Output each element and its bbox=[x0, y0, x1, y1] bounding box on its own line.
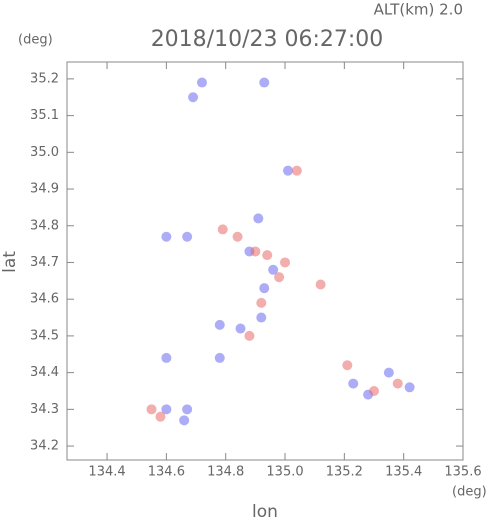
y-unit: (deg) bbox=[18, 33, 53, 48]
y-tick-label: 35.1 bbox=[30, 108, 59, 123]
echo-point bbox=[253, 213, 264, 224]
chart-subtitle: ALT(km) 2.0 bbox=[374, 1, 463, 19]
echo-point bbox=[232, 231, 243, 242]
y-axis-label: lat bbox=[0, 251, 20, 273]
echo-point bbox=[404, 382, 415, 393]
echo-point bbox=[182, 231, 193, 242]
x-tick-label: 135.0 bbox=[266, 465, 303, 480]
echo-point bbox=[392, 378, 403, 389]
y-tick-label: 34.4 bbox=[30, 365, 59, 380]
echo-point bbox=[161, 231, 172, 242]
echo-point bbox=[259, 283, 270, 294]
echo-point bbox=[342, 360, 353, 371]
y-tick-label: 34.9 bbox=[30, 182, 59, 197]
echo-point bbox=[291, 165, 302, 176]
echo-point bbox=[244, 330, 255, 341]
x-unit: (deg) bbox=[452, 485, 487, 500]
echo-point bbox=[280, 257, 291, 268]
echo-point bbox=[262, 250, 273, 261]
echo-point bbox=[161, 404, 172, 415]
echo-point bbox=[250, 246, 261, 257]
echo-point bbox=[369, 385, 380, 396]
echo-point bbox=[214, 352, 225, 363]
y-tick-label: 35.2 bbox=[30, 71, 59, 86]
y-tick-label: 34.2 bbox=[30, 439, 59, 454]
echo-point bbox=[256, 297, 267, 308]
echo-point bbox=[315, 279, 326, 290]
echo-point bbox=[179, 415, 190, 426]
echo-point bbox=[217, 224, 228, 235]
echo-point bbox=[282, 165, 293, 176]
x-tick-label: 135.6 bbox=[444, 465, 481, 480]
x-tick-label: 134.4 bbox=[88, 465, 125, 480]
echo-point bbox=[161, 352, 172, 363]
y-tick-label: 34.7 bbox=[30, 255, 59, 270]
echo-point bbox=[259, 77, 270, 88]
echo-point bbox=[256, 312, 267, 323]
y-tick-label: 34.5 bbox=[30, 328, 59, 343]
x-tick-label: 135.4 bbox=[385, 465, 422, 480]
y-tick-label: 35.0 bbox=[30, 145, 59, 160]
plot-frame bbox=[66, 61, 464, 461]
echo-point bbox=[196, 77, 207, 88]
echo-point bbox=[383, 367, 394, 378]
echo-point bbox=[268, 264, 279, 275]
echo-point bbox=[214, 319, 225, 330]
x-tick-label: 134.6 bbox=[148, 465, 185, 480]
echo-point bbox=[182, 404, 193, 415]
x-tick-label: 135.2 bbox=[326, 465, 363, 480]
y-tick-label: 34.3 bbox=[30, 402, 59, 417]
x-axis-label: lon bbox=[252, 502, 278, 521]
y-tick-label: 34.8 bbox=[30, 218, 59, 233]
chart-title: 2018/10/23 06:27:00 bbox=[151, 27, 384, 52]
echo-point bbox=[155, 411, 166, 422]
echo-point bbox=[235, 323, 246, 334]
y-tick-label: 34.6 bbox=[30, 292, 59, 307]
x-tick-label: 134.8 bbox=[207, 465, 244, 480]
echo-point bbox=[348, 378, 359, 389]
echo-point bbox=[146, 404, 157, 415]
echo-point bbox=[274, 272, 285, 283]
echo-point bbox=[188, 92, 199, 103]
